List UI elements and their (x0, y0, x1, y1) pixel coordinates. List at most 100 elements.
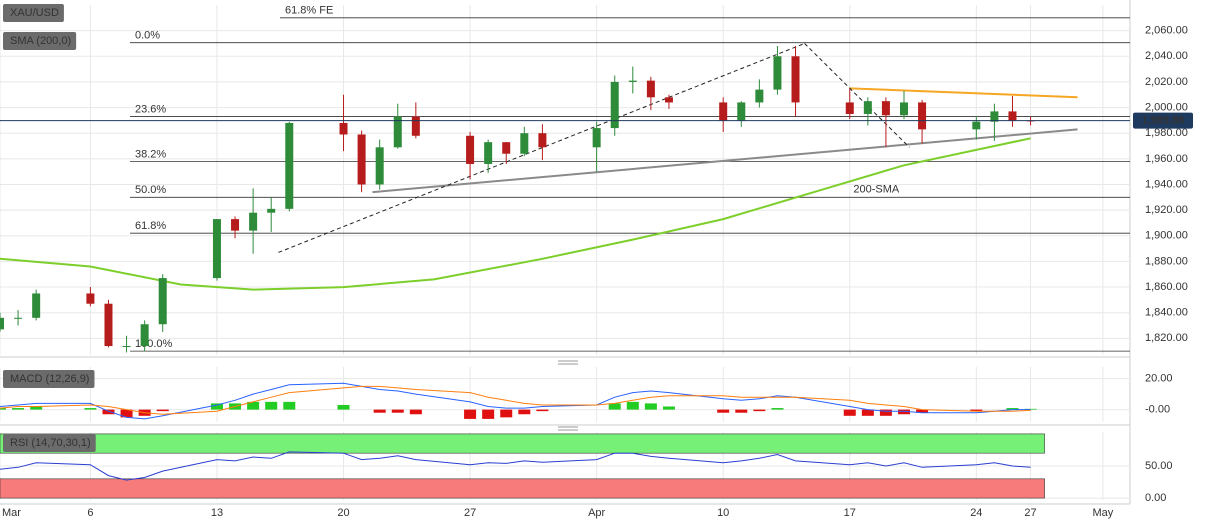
candle-body (900, 102, 908, 116)
candle-body (719, 102, 728, 121)
last-price-tag (1133, 112, 1193, 129)
candle-body (972, 121, 981, 130)
legend-box (3, 4, 64, 22)
sma-line (0, 137, 1031, 291)
histogram-bar (500, 409, 513, 418)
legend: RSI (14,70,30,1) (3, 434, 96, 452)
histogram-bar (84, 408, 97, 410)
y-tick-label: 1,900.00 (1145, 230, 1188, 242)
fib-label: 38.2% (135, 148, 166, 160)
y-tick-label: 2,020.00 (1145, 76, 1188, 88)
macd-line (0, 385, 1031, 415)
candle-body (411, 116, 420, 136)
y-tick-label: 1,860.00 (1145, 281, 1188, 293)
candle-body (267, 208, 276, 213)
histogram-bar (662, 406, 675, 410)
histogram-bar (771, 408, 784, 410)
candle-body (755, 89, 764, 103)
x-tick-label: 6 (87, 507, 93, 519)
resize-handle[interactable] (558, 360, 578, 365)
histogram-bar (30, 406, 43, 410)
candle-body (104, 303, 113, 347)
candle-body (520, 133, 529, 154)
candle-body (466, 135, 475, 164)
fib-label: 50.0% (135, 184, 166, 196)
candle-body (484, 142, 493, 164)
candle-body (140, 324, 149, 347)
candle-body (737, 102, 746, 121)
candle-body (881, 101, 890, 116)
histogram-bar (916, 409, 929, 413)
candle-body (610, 81, 619, 129)
candle-body (538, 133, 547, 148)
x-tick-label: 20 (337, 507, 349, 519)
legend-label: XAU/USD (10, 7, 59, 19)
histogram-bar (753, 409, 766, 412)
candle-body (375, 147, 384, 185)
candle-body (1008, 111, 1017, 121)
histogram-bar (464, 409, 477, 419)
y-tick-label: -0.00 (1145, 404, 1170, 416)
y-tick-label: 1,840.00 (1145, 307, 1188, 319)
y-tick-label: 1,940.00 (1145, 178, 1188, 190)
candle-body (86, 293, 95, 304)
fib-label: 23.6% (135, 103, 166, 115)
candle-body (158, 278, 167, 325)
y-tick-label: 50.00 (1145, 460, 1173, 472)
legend: SMA (200,0) (3, 32, 77, 50)
histogram-bar (409, 409, 422, 415)
x-tick-label: 10 (717, 507, 729, 519)
histogram-bar (0, 408, 6, 410)
candle-body (212, 219, 221, 279)
fib-label: 61.8% FE (285, 5, 333, 17)
x-tick-label: 27 (464, 507, 476, 519)
x-tick-label: 13 (211, 507, 223, 519)
y-tick-label: 20.00 (1145, 373, 1173, 385)
candle-body (122, 346, 131, 348)
histogram-bar (156, 409, 169, 412)
legend-label: MACD (12,26,9) (10, 373, 89, 385)
resize-handle[interactable] (558, 426, 578, 431)
histogram-bar (210, 403, 223, 410)
candle-body (863, 101, 872, 114)
candle-body (990, 111, 999, 122)
x-tick-label: 17 (844, 507, 856, 519)
histogram-bar (861, 409, 874, 416)
candle-body (628, 80, 637, 82)
trendline (278, 42, 805, 253)
legend-label: SMA (200,0) (10, 35, 71, 47)
legend: MACD (12,26,9) (3, 370, 95, 388)
x-tick-label: 24 (970, 507, 982, 519)
histogram-bar (265, 401, 278, 410)
trendline (372, 128, 1078, 194)
x-tick-label: Apr (588, 507, 605, 519)
histogram-bar (518, 409, 531, 415)
histogram-bar (717, 409, 730, 413)
y-tick-label: 0.00 (1145, 492, 1166, 504)
histogram-bar (879, 409, 892, 416)
histogram-bar (735, 409, 748, 413)
histogram-bar (391, 409, 404, 413)
legend-box (3, 434, 96, 452)
y-tick-label: 2,000.00 (1145, 101, 1188, 113)
histogram-bar (608, 403, 621, 410)
histogram-bar (283, 401, 296, 410)
candle-body (791, 56, 800, 103)
fib-label: 100.0% (135, 338, 173, 350)
legend-box (3, 370, 95, 388)
y-tick-label: 1,820.00 (1145, 332, 1188, 344)
histogram-bar (373, 409, 386, 413)
legend-box (3, 32, 77, 50)
y-tick-label: 1,980.00 (1145, 127, 1188, 139)
fib-label: 61.8% (135, 220, 166, 232)
candle-body (664, 97, 673, 103)
histogram-bar (102, 409, 115, 415)
trendline (804, 43, 910, 148)
histogram-bar (843, 409, 856, 416)
candle-body (845, 102, 854, 114)
histogram-bar (120, 409, 133, 418)
fib-label: 0.0% (135, 30, 160, 42)
candle-body (249, 212, 258, 231)
candle-body (339, 122, 348, 135)
legend: XAU/USD (3, 4, 64, 22)
